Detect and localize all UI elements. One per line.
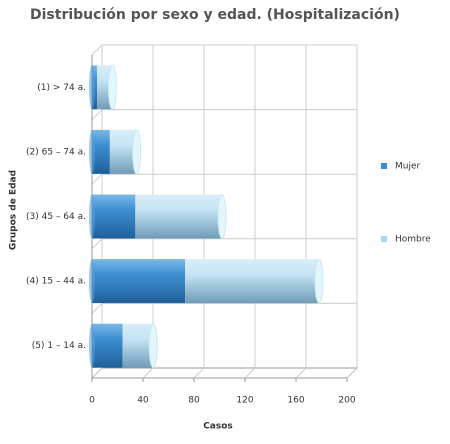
legend-label: Mujer [395,162,421,172]
bar-cap [314,258,324,304]
y-axis-title: Grupos de Edad [9,170,19,250]
bar-segment [92,129,110,174]
y-tick-label: (5) 1 – 14 a. [32,341,86,351]
legend-swatch [381,163,387,169]
bar-start-cap [89,323,95,368]
bar-segment [92,194,136,239]
x-tick-label: 160 [287,396,304,406]
x-tick-label: 80 [188,396,200,406]
bar-cap [132,129,142,175]
x-axis-title: Casos [203,422,233,432]
grid-line [244,45,256,379]
floor [90,367,359,379]
bar-start-cap [89,129,95,174]
bar-cap [148,323,158,369]
legend-label: Hombre [395,235,431,245]
grid-line [295,45,307,379]
y-tick-label: (4) 15 – 44 a. [26,277,86,287]
bar-segment [135,194,223,239]
bar-start-cap [89,194,95,239]
y-tick-label: (2) 65 – 74 a. [26,147,86,157]
bar-start-cap [89,259,95,304]
x-tick-label: 200 [338,396,355,406]
y-tick-label: (1) > 74 a. [37,83,86,93]
bar-start-cap [89,65,95,110]
chart-title: Distribución por sexo y edad. (Hospitali… [30,7,400,23]
bar-cap [217,194,227,239]
y-tick-label: (3) 45 – 64 a. [26,212,86,222]
bar-segment [92,259,186,304]
x-tick-label: 0 [89,396,95,406]
bar-cap [107,64,117,110]
bar-segment [122,323,154,368]
x-tick-label: 40 [137,396,149,406]
legend-swatch [381,236,387,242]
grid-line [346,45,358,379]
grid-line [193,45,205,379]
bar-segment [185,259,319,304]
bar-segment [92,323,123,368]
x-tick-label: 120 [236,396,253,406]
